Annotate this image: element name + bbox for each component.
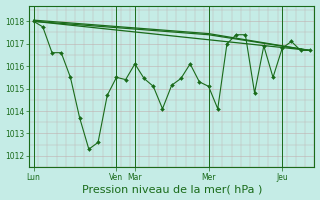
X-axis label: Pression niveau de la mer( hPa ): Pression niveau de la mer( hPa ) (82, 184, 262, 194)
